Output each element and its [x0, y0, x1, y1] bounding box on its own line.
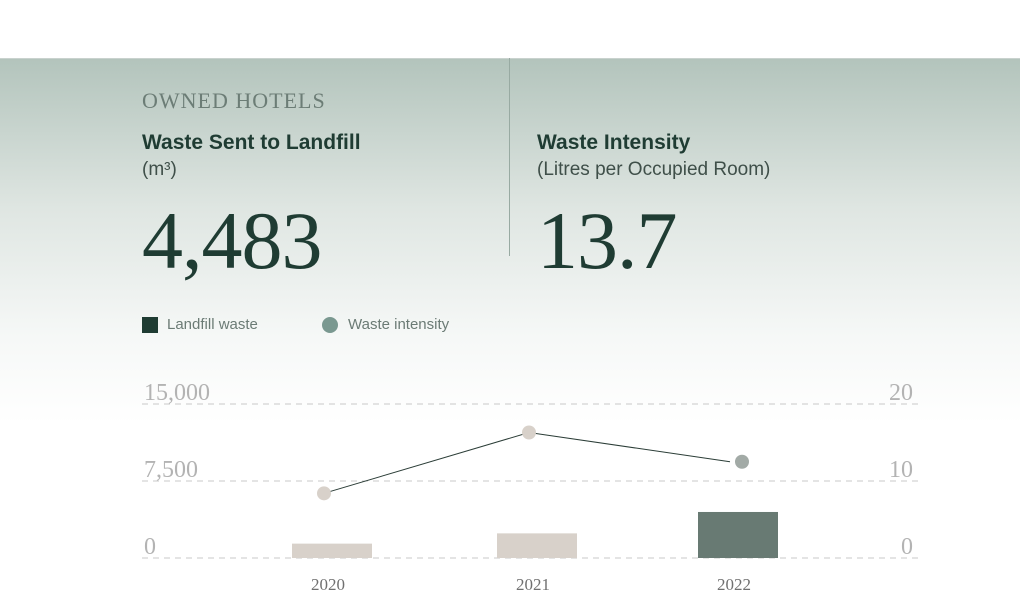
intensity-point: [735, 454, 749, 469]
kpi-divider: [509, 58, 510, 256]
kpi-intensity-title: Waste Intensity: [537, 131, 691, 154]
section-eyebrow: OWNED HOTELS: [142, 88, 326, 113]
chart-panel: [0, 58, 1020, 595]
intensity-point: [522, 425, 536, 440]
legend-landfill-swatch: [142, 316, 158, 333]
legend-intensity-label: Waste intensity: [348, 316, 450, 333]
y-right-tick-label: 0: [901, 534, 913, 560]
kpi-landfill-value: 4,483: [142, 195, 322, 286]
legend-landfill: Landfill waste: [142, 316, 258, 333]
kpi-intensity-unit: (Litres per Occupied Room): [537, 159, 771, 180]
landfill-bar: [698, 511, 778, 558]
legend-intensity: Waste intensity: [322, 316, 449, 333]
kpi-landfill-title: Waste Sent to Landfill: [142, 131, 361, 154]
intensity-point: [317, 486, 331, 501]
x-category-label: 2020: [311, 575, 345, 594]
kpi-intensity-value: 13.7: [537, 195, 677, 286]
y-right-tick-label: 20: [889, 380, 913, 406]
legend-landfill-label: Landfill waste: [167, 316, 258, 333]
intensity-line: [323, 431, 731, 494]
landfill-bar: [497, 533, 577, 558]
x-category-label: 2022: [717, 575, 751, 594]
y-right-tick-label: 10: [889, 457, 913, 483]
landfill-bar: [292, 543, 372, 558]
legend-intensity-swatch: [322, 316, 338, 333]
y-left-tick-label: 0: [144, 534, 156, 560]
kpi-landfill-unit: (m³): [142, 159, 177, 180]
y-left-tick-label: 7,500: [144, 457, 198, 483]
y-left-tick-label: 15,000: [144, 380, 210, 406]
x-category-label: 2021: [516, 575, 550, 594]
